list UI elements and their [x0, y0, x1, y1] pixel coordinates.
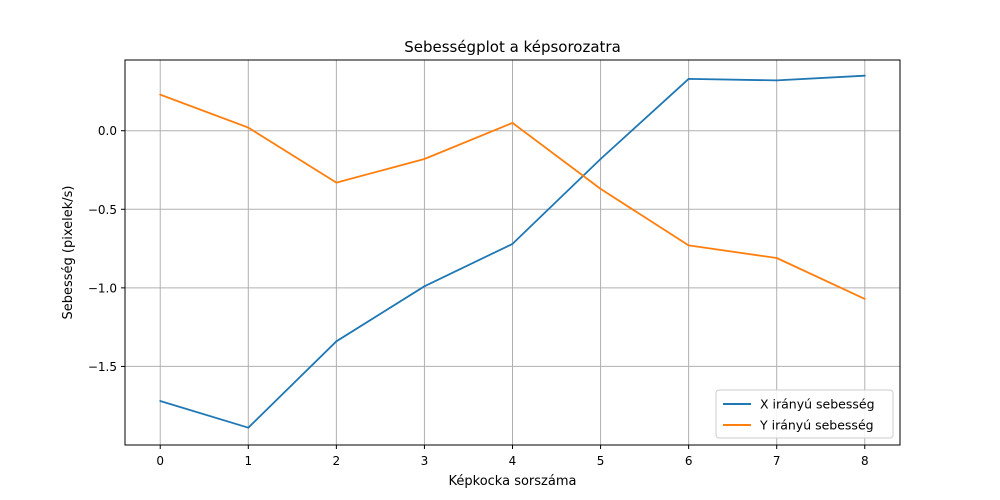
y-axis-title: Sebesség (pixelek/s) — [61, 185, 76, 319]
data-point — [247, 126, 250, 129]
data-point — [335, 340, 338, 343]
y-tick-label: 0.0 — [98, 124, 117, 138]
data-point — [687, 244, 690, 247]
data-point — [423, 158, 426, 160]
x-tick-label: 4 — [509, 454, 517, 468]
x-tick-label: 6 — [685, 454, 693, 468]
data-point — [159, 400, 162, 402]
x-tick-label: 7 — [773, 454, 781, 468]
data-point — [511, 243, 514, 245]
axis-ticks: 0 1 2 3 4 5 6 7 8 −1.5 −1.0 −0.5 0.0 — [88, 124, 869, 468]
data-point — [775, 257, 778, 259]
chart-title: Sebességplot a képsorozatra — [404, 38, 621, 56]
y-tick-label: −0.5 — [88, 203, 117, 217]
data-point — [599, 158, 602, 160]
data-point — [247, 426, 250, 429]
y-tick-label: −1.0 — [88, 281, 117, 295]
data-point — [863, 298, 866, 300]
data-point — [335, 181, 338, 184]
x-tick-label: 1 — [244, 454, 252, 468]
x-tick-label: 2 — [333, 454, 341, 468]
data-point — [863, 74, 866, 77]
x-axis-title: Képkocka sorszáma — [449, 474, 577, 489]
data-point — [687, 78, 690, 80]
data-point — [159, 93, 162, 96]
legend: X irányú sebesség Y irányú sebesség — [715, 389, 894, 439]
legend-label-y-velocity: Y irányú sebesség — [759, 418, 874, 433]
x-tick-label: 3 — [421, 454, 429, 468]
x-tick-label: 0 — [156, 454, 164, 468]
data-point — [511, 122, 514, 124]
x-tick-label: 8 — [861, 454, 869, 468]
data-point — [599, 188, 602, 190]
x-tick-label: 5 — [597, 454, 605, 468]
legend-box — [715, 389, 894, 439]
legend-label-x-velocity: X irányú sebesség — [760, 397, 875, 412]
data-point — [423, 285, 426, 288]
series-lines — [159, 74, 866, 429]
y-tick-label: −1.5 — [88, 360, 117, 374]
data-point — [775, 79, 778, 82]
grid — [125, 60, 900, 445]
